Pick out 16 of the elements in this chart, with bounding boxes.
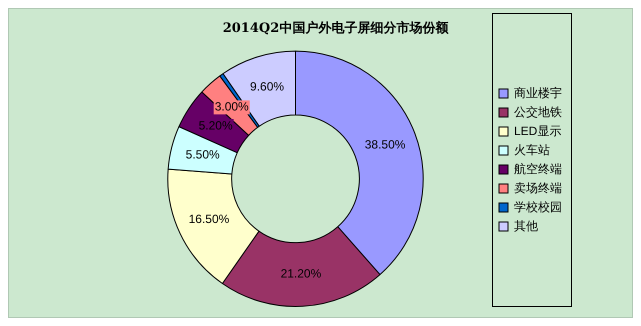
data-label: 3.00% — [214, 100, 250, 114]
data-label: 21.20% — [280, 266, 322, 281]
legend-label: 其他 — [514, 218, 538, 233]
legend-label: 火车站 — [514, 142, 550, 157]
data-label: 38.50% — [364, 137, 406, 152]
data-label: 9.60% — [250, 80, 284, 94]
data-label: 16.50% — [188, 212, 230, 226]
legend-label: LED显示 — [514, 124, 562, 138]
legend-label: 公交地铁 — [514, 104, 562, 119]
text: 2014Q2中国户外电子屏细分市场份额 — [222, 20, 450, 36]
legend-label: 商业楼宇 — [514, 86, 562, 100]
legend-label: 卖场终端 — [514, 180, 562, 195]
data-label: 5.50% — [186, 148, 220, 162]
legend-label: 学校校园 — [514, 200, 562, 214]
legend-label: 航空终端 — [514, 162, 562, 176]
data-label: 5.20% — [198, 118, 233, 132]
